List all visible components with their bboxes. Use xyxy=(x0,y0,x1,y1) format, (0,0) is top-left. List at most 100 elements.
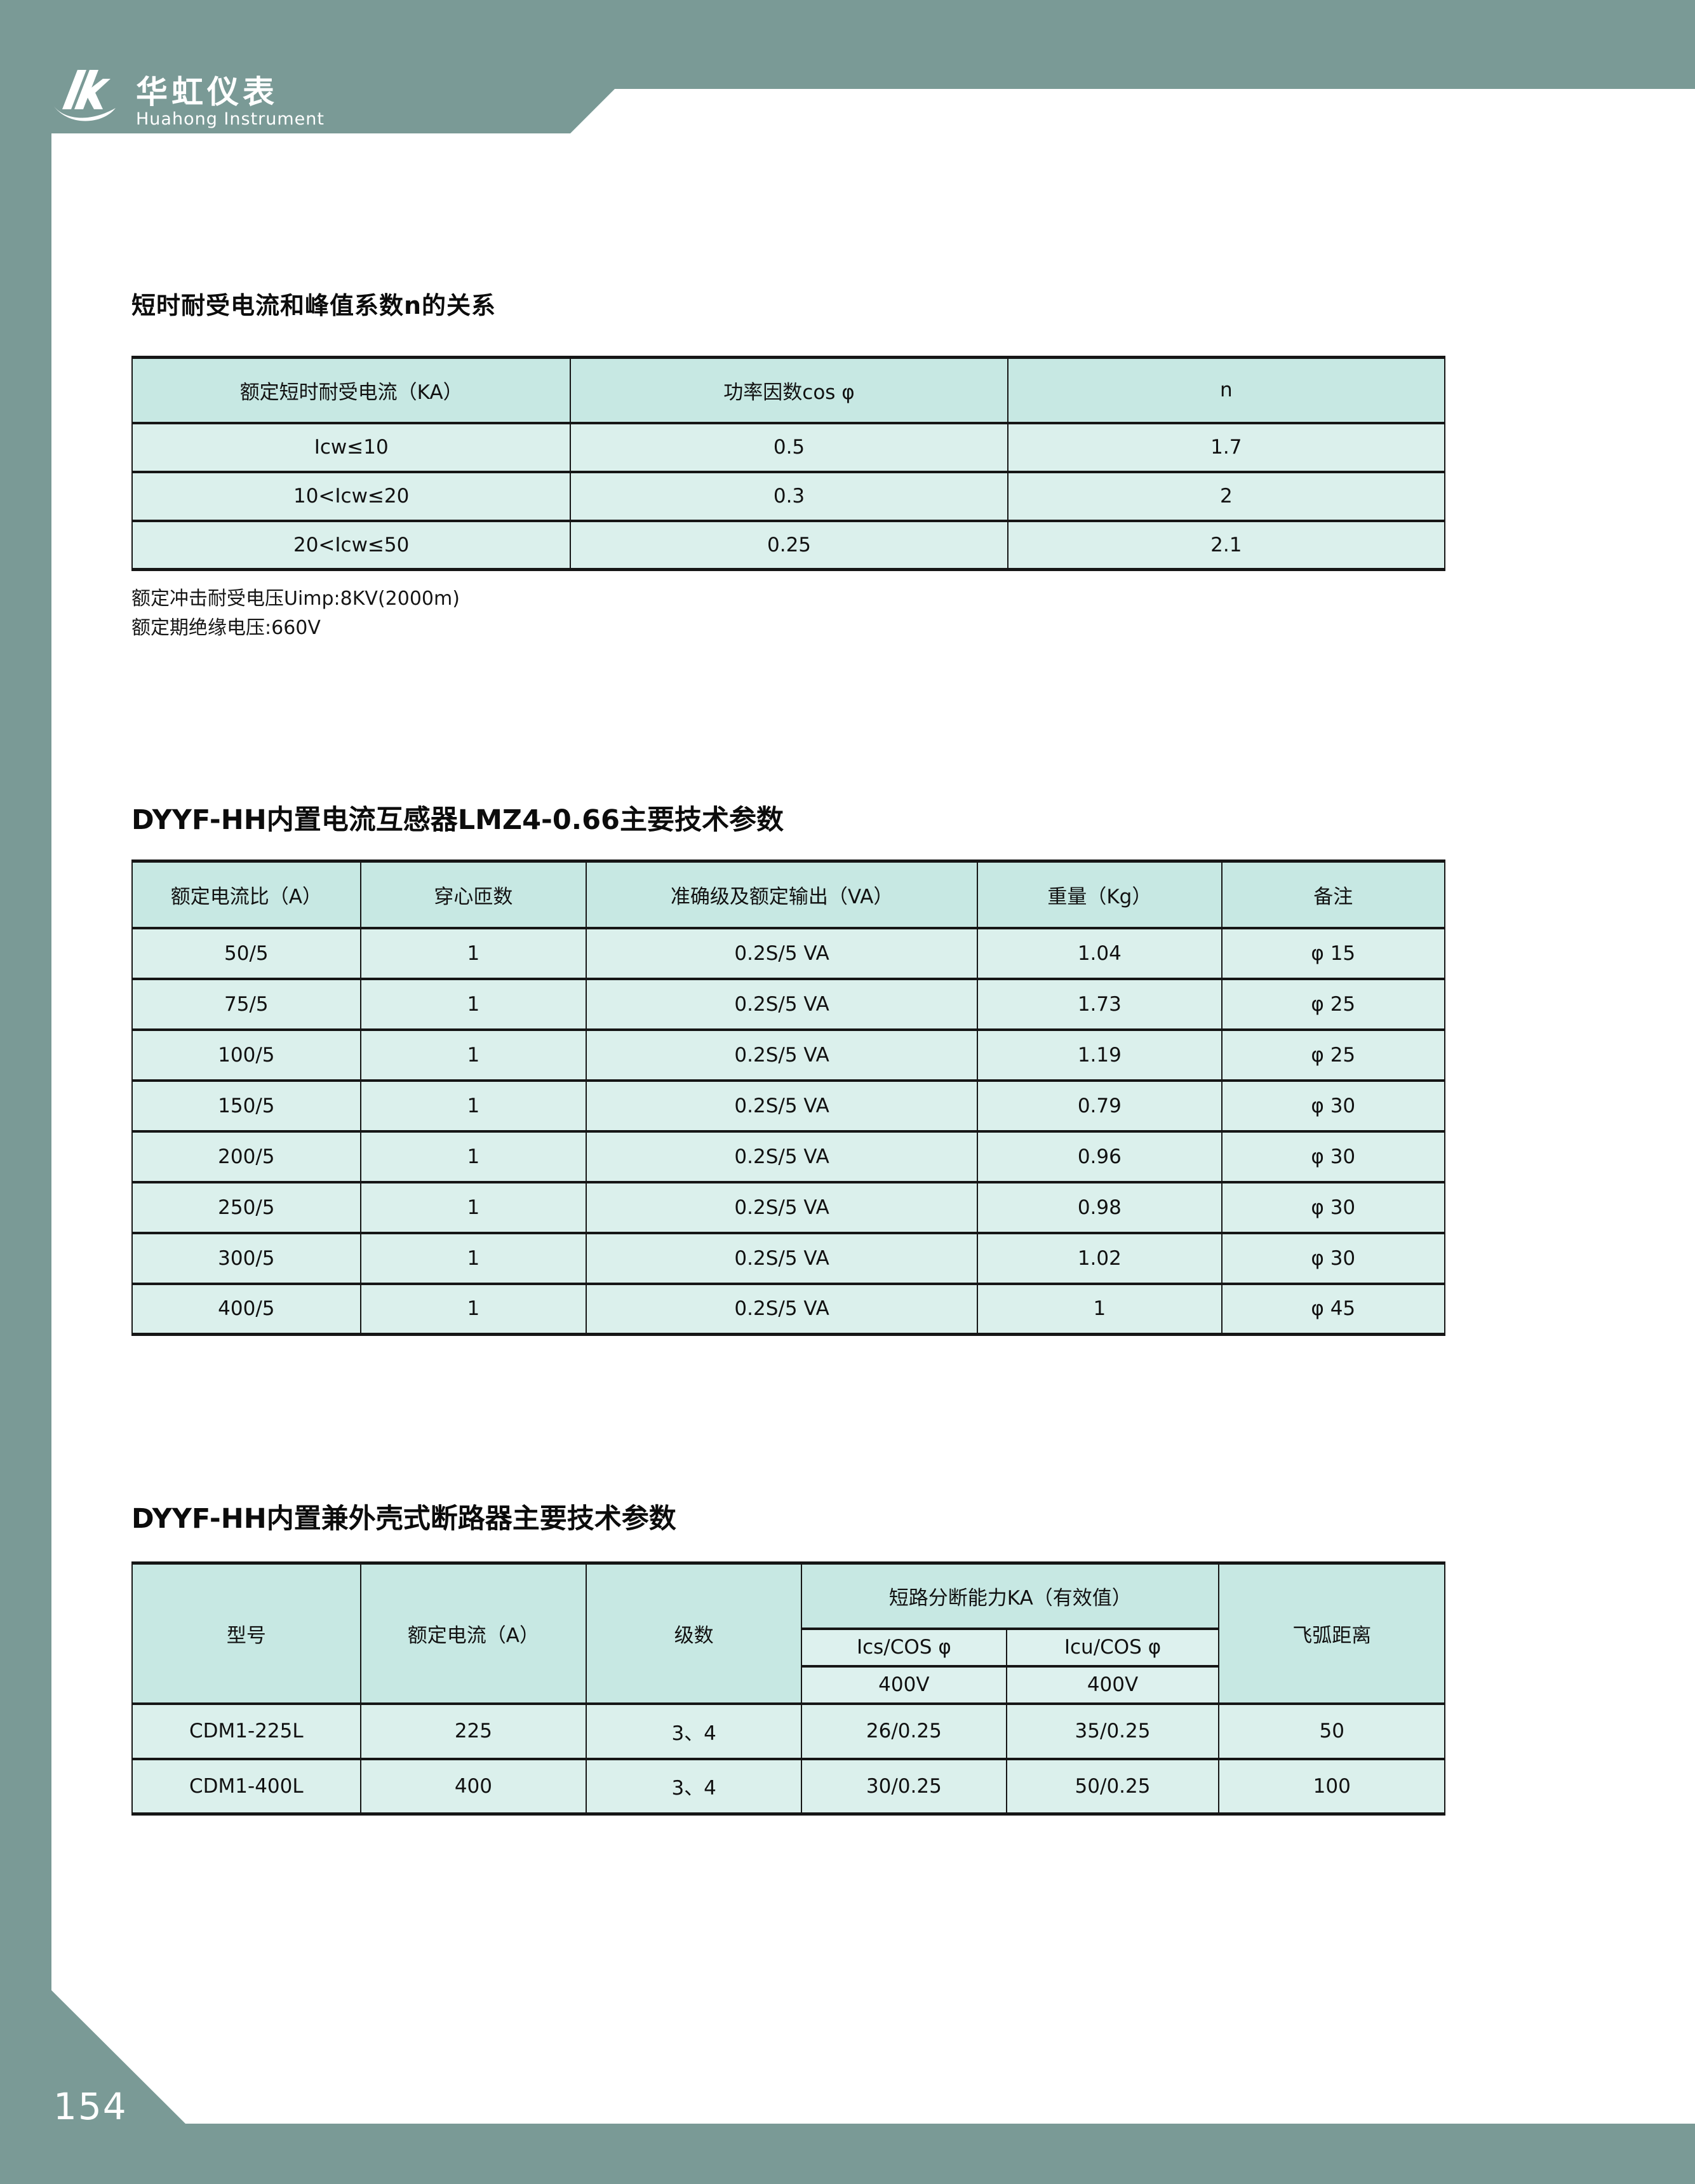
section3-title: DYYF-HH内置兼外壳式断路器主要技术参数 xyxy=(131,1503,676,1535)
table-row: CDM1-400L 400 3、4 30/0.25 50/0.25 100 xyxy=(131,1757,1445,1816)
cell: 0.79 xyxy=(977,1079,1223,1133)
col-header: 功率因数cos φ xyxy=(570,356,1008,424)
col-subheader-icu: Icu/COS φ xyxy=(1005,1627,1220,1668)
cell: 100 xyxy=(1218,1757,1445,1816)
huahong-logo-icon xyxy=(53,70,116,121)
cell: 1.73 xyxy=(977,977,1223,1031)
col-header-arc-distance: 飞弧距离 xyxy=(1218,1561,1445,1705)
cell: 20<Icw≤50 xyxy=(131,519,572,571)
cell: 0.2S/5 VA xyxy=(586,1129,979,1183)
left-edge-strip xyxy=(0,0,51,2184)
table-subheader-row: Ics/COS φ Icu/COS φ xyxy=(132,1627,1445,1668)
cell: 50/5 xyxy=(131,926,361,980)
brand-name-en: Huahong Instrument xyxy=(136,109,325,129)
cell: 400 xyxy=(359,1757,587,1816)
col-header: 额定短时耐受电流（KA） xyxy=(131,356,572,424)
cell: 0.5 xyxy=(570,421,1008,473)
note-line: 额定期绝缘电压:660V xyxy=(131,617,321,639)
cell: 2 xyxy=(1007,470,1446,522)
cell: 26/0.25 xyxy=(801,1702,1007,1760)
cell: φ 30 xyxy=(1221,1180,1446,1234)
cell: 0.2S/5 VA xyxy=(586,1028,979,1082)
cell: 0.2S/5 VA xyxy=(586,926,979,980)
cell: 50 xyxy=(1218,1702,1445,1760)
cell: 3、4 xyxy=(586,1702,803,1760)
cell: 0.96 xyxy=(977,1129,1223,1183)
cell: 1.7 xyxy=(1007,421,1446,473)
col-subheader-voltage: 400V xyxy=(801,1664,1007,1705)
cell: 1 xyxy=(359,926,587,980)
cell: 150/5 xyxy=(131,1079,361,1133)
cell: 75/5 xyxy=(131,977,361,1031)
cell: 0.3 xyxy=(570,470,1008,522)
table-row: 200/5 1 0.2S/5 VA 0.96 φ 30 xyxy=(131,1129,1446,1183)
footer-band xyxy=(51,1990,1695,2184)
circuit-breaker-table: 型号 额定电流（A） 级数 短路分断能力KA（有效值） 飞弧距离 Ics/COS… xyxy=(131,1561,1445,1816)
col-header: 重量（Kg） xyxy=(977,859,1223,929)
cell: 1.02 xyxy=(977,1231,1223,1285)
table-row: 250/5 1 0.2S/5 VA 0.98 φ 30 xyxy=(131,1180,1446,1234)
col-header: 备注 xyxy=(1221,859,1446,929)
brand-name-cn: 华虹仪表 xyxy=(136,74,278,111)
cell: 1.19 xyxy=(977,1028,1223,1082)
cell: CDM1-225L xyxy=(131,1702,361,1760)
page-number: 154 xyxy=(53,2085,128,2128)
cell: 30/0.25 xyxy=(801,1757,1007,1816)
table-row: 300/5 1 0.2S/5 VA 1.02 φ 30 xyxy=(131,1231,1446,1285)
cell: 0.2S/5 VA xyxy=(586,1180,979,1234)
cell: 0.98 xyxy=(977,1180,1223,1234)
cell: 1 xyxy=(359,1079,587,1133)
table-row: 75/5 1 0.2S/5 VA 1.73 φ 25 xyxy=(131,977,1446,1031)
table-row: 50/5 1 0.2S/5 VA 1.04 φ 15 xyxy=(131,926,1446,980)
cell: φ 30 xyxy=(1221,1231,1446,1285)
cell: φ 45 xyxy=(1221,1282,1446,1336)
note-line: 额定冲击耐受电压Uimp:8KV(2000m) xyxy=(131,588,460,610)
cell: 0.25 xyxy=(570,519,1008,571)
cell: φ 15 xyxy=(1221,926,1446,980)
cell: 0.2S/5 VA xyxy=(586,1079,979,1133)
cell: 1 xyxy=(359,1028,587,1082)
col-header-model: 型号 xyxy=(131,1561,361,1705)
cell: 1 xyxy=(977,1282,1223,1336)
cell: 250/5 xyxy=(131,1180,361,1234)
cell: 35/0.25 xyxy=(1005,1702,1220,1760)
cell: 1 xyxy=(359,977,587,1031)
cell: 1 xyxy=(359,1282,587,1336)
col-header-poles: 级数 xyxy=(586,1561,803,1705)
table-subheader-row: 400V 400V xyxy=(132,1664,1445,1705)
section1-title: 短时耐受电流和峰值系数n的关系 xyxy=(131,292,497,320)
cell: 0.2S/5 VA xyxy=(586,1282,979,1336)
cell: 1 xyxy=(359,1180,587,1234)
col-header: 额定电流比（A） xyxy=(131,859,361,929)
cell: 2.1 xyxy=(1007,519,1446,571)
col-subheader-ics: Ics/COS φ xyxy=(801,1627,1007,1668)
table1-notes: 额定冲击耐受电压Uimp:8KV(2000m) 额定期绝缘电压:660V xyxy=(131,584,460,643)
cell: 10<Icw≤20 xyxy=(131,470,572,522)
col-subheader-voltage: 400V xyxy=(1005,1664,1220,1705)
cell: 50/0.25 xyxy=(1005,1757,1220,1816)
col-header: n xyxy=(1007,356,1446,424)
cell: φ 30 xyxy=(1221,1129,1446,1183)
cell: 400/5 xyxy=(131,1282,361,1336)
col-header-breaking-capacity: 短路分断能力KA（有效值） xyxy=(801,1561,1220,1630)
current-transformer-table: 额定电流比（A） 穿心匝数 准确级及额定输出（VA） 重量（Kg） 备注 50/… xyxy=(131,859,1446,1336)
cell: φ 25 xyxy=(1221,1028,1446,1082)
cell: 300/5 xyxy=(131,1231,361,1285)
col-header: 穿心匝数 xyxy=(359,859,587,929)
col-header-rated-current: 额定电流（A） xyxy=(359,1561,587,1705)
cell: 200/5 xyxy=(131,1129,361,1183)
cell: 0.2S/5 VA xyxy=(586,1231,979,1285)
col-header: 准确级及额定输出（VA） xyxy=(586,859,979,929)
table-row: Icw≤10 0.5 1.7 xyxy=(131,421,1446,473)
cell: 100/5 xyxy=(131,1028,361,1082)
table-row: 10<Icw≤20 0.3 2 xyxy=(131,470,1446,522)
cell: 225 xyxy=(359,1702,587,1760)
cell: φ 25 xyxy=(1221,977,1446,1031)
cell: 1 xyxy=(359,1129,587,1183)
table-row: 150/5 1 0.2S/5 VA 0.79 φ 30 xyxy=(131,1079,1446,1133)
table-row: 20<Icw≤50 0.25 2.1 xyxy=(131,519,1446,571)
cell: CDM1-400L xyxy=(131,1757,361,1816)
cell: φ 30 xyxy=(1221,1079,1446,1133)
cell: 1 xyxy=(359,1231,587,1285)
table-row: 400/5 1 0.2S/5 VA 1 φ 45 xyxy=(131,1282,1446,1336)
